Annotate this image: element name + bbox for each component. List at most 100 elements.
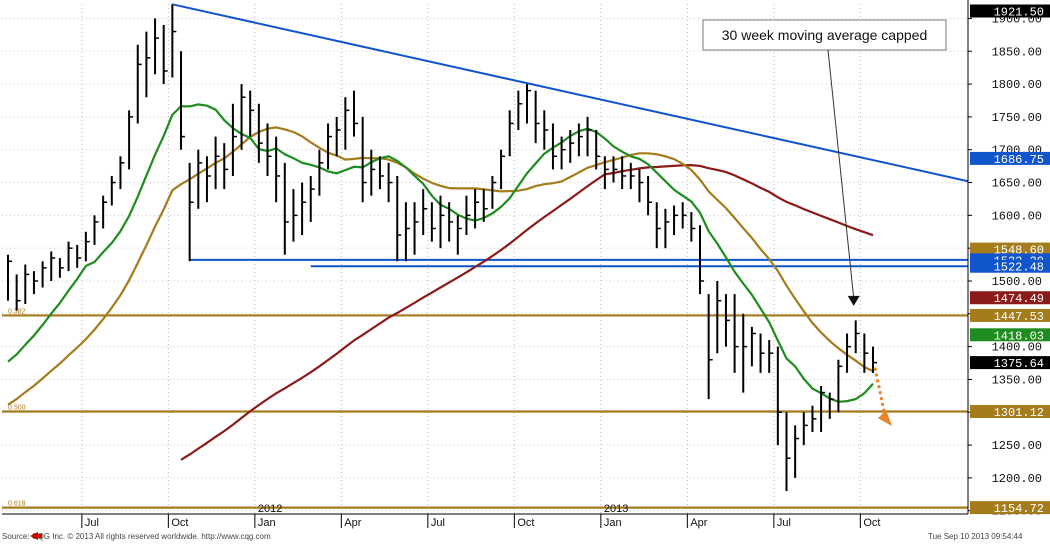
price-bar xyxy=(205,156,211,203)
fib-level-label: 0.500 xyxy=(8,405,26,412)
price-bar xyxy=(370,149,376,196)
price-bar xyxy=(560,136,566,170)
price-bar xyxy=(603,156,609,190)
price-bar xyxy=(854,320,860,354)
price-bar xyxy=(655,202,661,249)
price-bar xyxy=(586,116,592,157)
price-bar xyxy=(543,110,549,150)
price-bar xyxy=(733,294,739,373)
price-axis-label: 1850.00 xyxy=(992,45,1042,59)
price-bar xyxy=(327,123,333,170)
price-bar xyxy=(776,346,782,446)
price-bar xyxy=(638,169,644,203)
price-tag-box xyxy=(970,405,1050,419)
price-bar xyxy=(41,261,47,288)
price-bar xyxy=(448,202,454,242)
time-axis-month-label: Jul xyxy=(777,517,791,529)
time-axis-month-label: Oct xyxy=(863,517,880,529)
price-bar xyxy=(526,84,531,124)
price-tag-box xyxy=(970,501,1050,515)
price-bar xyxy=(768,340,774,373)
price-axis-label: 1400.00 xyxy=(992,341,1042,355)
forecast-arrow-line xyxy=(873,367,887,417)
price-tag-label: 1418.03 xyxy=(994,329,1044,343)
price-tag: 1447.53 xyxy=(970,308,1050,324)
footer-source: Source: CQG Inc. © 2013 All rights reser… xyxy=(2,532,271,541)
price-bar xyxy=(171,4,177,78)
price-bar xyxy=(724,294,730,347)
time-axis-month-label: Apr xyxy=(690,517,707,529)
price-bar xyxy=(673,205,679,236)
price-bar xyxy=(716,280,722,354)
price-bar xyxy=(500,149,506,190)
price-bar xyxy=(750,326,756,367)
price-tag: 1686.75 xyxy=(970,151,1050,167)
price-tag-box xyxy=(970,291,1050,305)
price-bar xyxy=(180,51,185,150)
price-bar xyxy=(361,116,367,203)
price-bar xyxy=(802,412,808,446)
price-tag-box xyxy=(970,328,1050,342)
price-axis-label: 1500.00 xyxy=(992,275,1042,289)
price-bar xyxy=(93,215,99,245)
price-tag-box xyxy=(970,308,1050,322)
price-bar xyxy=(621,156,627,190)
price-bar xyxy=(742,313,748,393)
price-bar xyxy=(136,44,142,124)
price-axis-label: 1800.00 xyxy=(992,78,1042,92)
footer-layer: Source: CQG Inc. © 2013 All rights reser… xyxy=(0,530,1050,542)
price-bar xyxy=(491,175,497,209)
price-axis-label: 1200.00 xyxy=(992,472,1042,486)
price-bar xyxy=(482,189,488,222)
time-axis-month-label: Apr xyxy=(344,517,361,529)
price-tag: 1418.03 xyxy=(970,328,1050,343)
price-tag-label: 1375.64 xyxy=(994,357,1044,371)
price-tag: 1474.49 xyxy=(970,291,1050,306)
price-bar xyxy=(67,241,73,272)
price-bar xyxy=(257,103,263,163)
footer-timestamp: Tue Sep 10 2013 09:54:44 xyxy=(928,532,1023,541)
price-bar xyxy=(223,143,229,190)
price-tag-box xyxy=(970,259,1050,273)
price-axis-label: 1350.00 xyxy=(992,373,1042,387)
price-tag: 1154.72 xyxy=(970,501,1050,516)
fib-level-label: 0.618 xyxy=(8,501,26,508)
price-bar xyxy=(188,162,194,262)
price-axis-label: 1650.00 xyxy=(992,177,1042,191)
price-bar xyxy=(439,195,445,249)
ma-200-line xyxy=(180,163,874,461)
price-bar xyxy=(647,175,653,216)
price-bar xyxy=(846,333,852,373)
price-bar xyxy=(612,156,618,183)
price-bar xyxy=(32,271,38,295)
price-bar xyxy=(197,149,203,209)
price-bar xyxy=(629,162,635,190)
price-bar xyxy=(872,346,877,373)
price-tag-box xyxy=(970,356,1050,370)
price-axis-label: 1750.00 xyxy=(992,111,1042,125)
price-bar xyxy=(577,123,583,157)
price-tag-label: 1686.75 xyxy=(994,153,1044,167)
price-bar xyxy=(387,162,393,203)
fib-level-label: 0.382 xyxy=(8,308,26,315)
time-axis-month-label: Jul xyxy=(85,517,99,529)
scroll-left-arrow-icon[interactable] xyxy=(30,532,42,540)
annotation-pointer-arrowhead xyxy=(847,295,860,306)
price-bar xyxy=(759,333,765,373)
price-tag-label: 1921.50 xyxy=(994,6,1044,20)
annotation-text: 30 week moving average capped xyxy=(722,27,927,43)
price-bar xyxy=(413,202,419,255)
price-bar xyxy=(154,18,160,75)
price-bar xyxy=(422,189,428,236)
price-bar xyxy=(50,251,56,281)
time-axis-month-label: Oct xyxy=(171,517,188,529)
price-bar xyxy=(84,231,90,262)
annotation-layer: 30 week moving average capped xyxy=(702,19,947,427)
price-axis-label: 1250.00 xyxy=(992,439,1042,453)
downtrend-line xyxy=(172,3,969,183)
price-bar xyxy=(344,97,350,150)
price-bar xyxy=(404,202,410,262)
price-bar xyxy=(128,110,134,170)
